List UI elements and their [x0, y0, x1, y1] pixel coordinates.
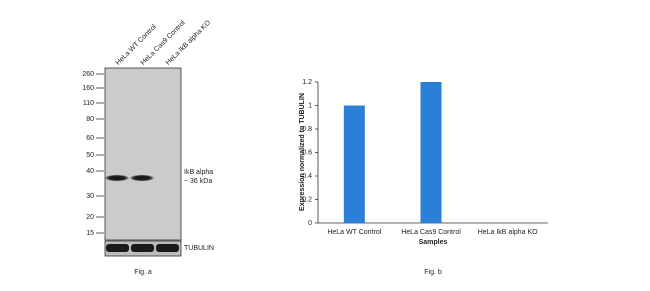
band-label: IkB alpha: [184, 169, 213, 176]
y-tick-label: 0.6: [302, 149, 312, 156]
tubulin-band: [131, 244, 154, 252]
marker-label: 260: [82, 71, 94, 78]
x-axis-label: Samples: [419, 239, 448, 246]
caption: Fig. a: [134, 269, 152, 276]
y-tick-label: 1: [308, 102, 312, 109]
bar: [420, 82, 442, 223]
blot-band: [105, 174, 129, 182]
loading-control-label: TUBULIN: [184, 245, 214, 252]
y-axis-label: Expression normalized to TUBULIN: [299, 93, 306, 211]
tubulin-band: [156, 244, 179, 252]
y-tick-label: 1.2: [302, 79, 312, 86]
marker-label: 20: [86, 214, 94, 221]
y-tick-label: 0: [308, 220, 312, 227]
marker-label: 160: [82, 85, 94, 92]
blot-membrane: [104, 67, 182, 241]
lane-label: HeLa Cas9 Control: [140, 19, 187, 66]
band-label: ~ 36 kDa: [184, 178, 212, 185]
tubulin-band: [106, 244, 129, 252]
y-tick-label: 0.4: [302, 173, 312, 180]
y-tick-label: 0.2: [302, 196, 312, 203]
marker-label: 30: [86, 193, 94, 200]
marker-label: 15: [86, 230, 94, 237]
blot-band: [130, 174, 154, 182]
lane-label: HeLa IkB alpha KO: [165, 19, 213, 67]
marker-label: 110: [83, 100, 94, 107]
y-tick-label: 0.8: [302, 126, 312, 133]
lane-label: HeLa WT Control: [115, 23, 158, 66]
bar: [343, 105, 365, 223]
x-tick-label: HeLa WT Control: [327, 229, 381, 236]
marker-label: 60: [86, 135, 94, 142]
marker-label: 40: [86, 168, 94, 175]
marker-label: 50: [86, 152, 94, 159]
x-tick-label: HeLa Cas9 Control: [401, 229, 461, 236]
x-tick-label: HeLa IkB alpha KO: [478, 229, 538, 236]
caption: Fig. b: [424, 269, 442, 276]
marker-label: 80: [86, 116, 94, 123]
